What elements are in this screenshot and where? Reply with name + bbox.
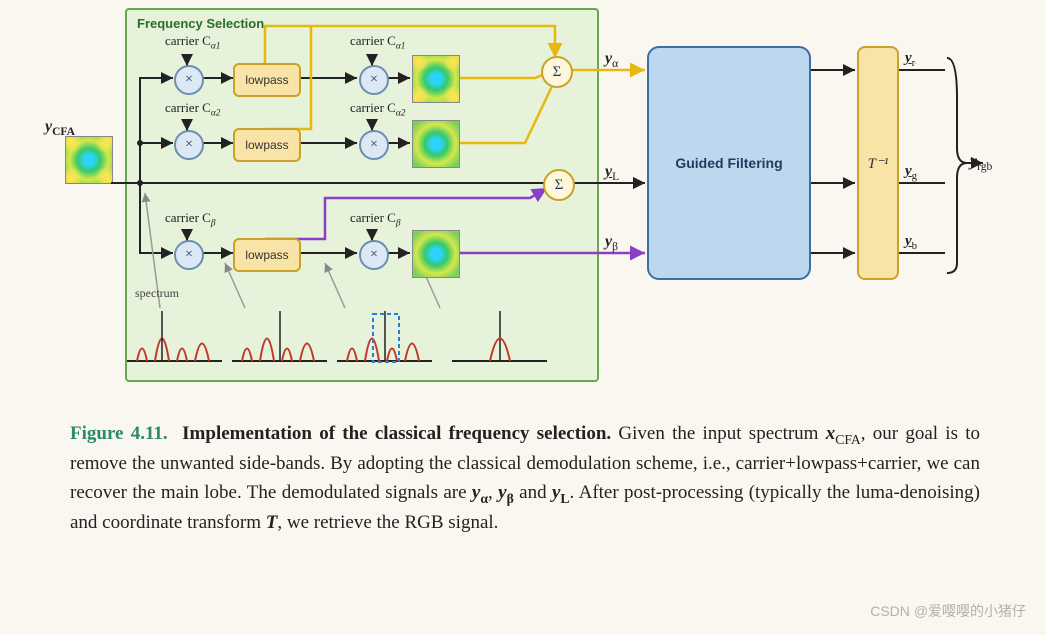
carrier-a1-label-1: carrier Cα1 xyxy=(165,33,220,52)
sum-luma: Σ xyxy=(543,169,575,201)
y-rgb-label: yrgb xyxy=(970,153,992,173)
tinv-box: T⁻¹ xyxy=(857,46,899,280)
caption-text-1: Given the input spectrum xyxy=(618,423,825,444)
T-symbol: T xyxy=(266,512,278,533)
input-label: yCFA xyxy=(45,118,75,138)
carrier-a2-label-2: carrier Cα2 xyxy=(350,100,405,119)
figure-title: Implementation of the classical frequenc… xyxy=(182,423,611,444)
multiplier-b-2: × xyxy=(359,240,389,270)
multiplier-a1-2: × xyxy=(359,65,389,95)
xcfa-symbol: xCFA xyxy=(826,423,861,444)
multiplier-a2-1: × xyxy=(174,130,204,160)
diagram-container: Frequency Selection yCFA xyxy=(65,8,985,388)
figure-caption: Figure 4.11. Implementation of the class… xyxy=(70,420,980,538)
spectrum-tile-a2 xyxy=(412,120,460,168)
y-g-label: yg xyxy=(905,163,917,182)
spectrum-tile-a1 xyxy=(412,55,460,103)
sum-alpha: Σ xyxy=(541,56,573,88)
y-r-label: yr xyxy=(905,50,915,69)
y-alpha-symbol: yα xyxy=(472,482,488,503)
frequency-selection-title: Frequency Selection xyxy=(137,16,264,31)
y-b-label: yb xyxy=(905,233,917,252)
carrier-a1-label-2: carrier Cα1 xyxy=(350,33,405,52)
y-L-symbol: yL xyxy=(552,482,570,503)
spectrum-tile-b xyxy=(412,230,460,278)
watermark: CSDN @爱嘤嘤的小猪仔 xyxy=(870,601,1026,621)
y-luma-label: yL xyxy=(605,163,619,183)
lowpass-3: lowpass xyxy=(233,238,301,272)
carrier-b-label-2: carrier Cβ xyxy=(350,210,401,229)
lowpass-2: lowpass xyxy=(233,128,301,162)
spectrum-sketches xyxy=(127,306,597,376)
y-beta-symbol: yβ xyxy=(498,482,514,503)
multiplier-b-1: × xyxy=(174,240,204,270)
input-spectrum-image xyxy=(65,136,113,184)
guided-filtering-box: Guided Filtering xyxy=(647,46,811,280)
y-beta-label: yβ xyxy=(605,233,618,253)
caption-text-4: , we retrieve the RGB signal. xyxy=(277,512,498,533)
y-alpha-label: yα xyxy=(605,50,618,70)
spectrum-label: spectrum xyxy=(135,286,179,301)
carrier-b-label-1: carrier Cβ xyxy=(165,210,216,229)
carrier-a2-label-1: carrier Cα2 xyxy=(165,100,220,119)
multiplier-a1-1: × xyxy=(174,65,204,95)
multiplier-a2-2: × xyxy=(359,130,389,160)
figure-number: Figure 4.11. xyxy=(70,423,168,444)
lowpass-1: lowpass xyxy=(233,63,301,97)
